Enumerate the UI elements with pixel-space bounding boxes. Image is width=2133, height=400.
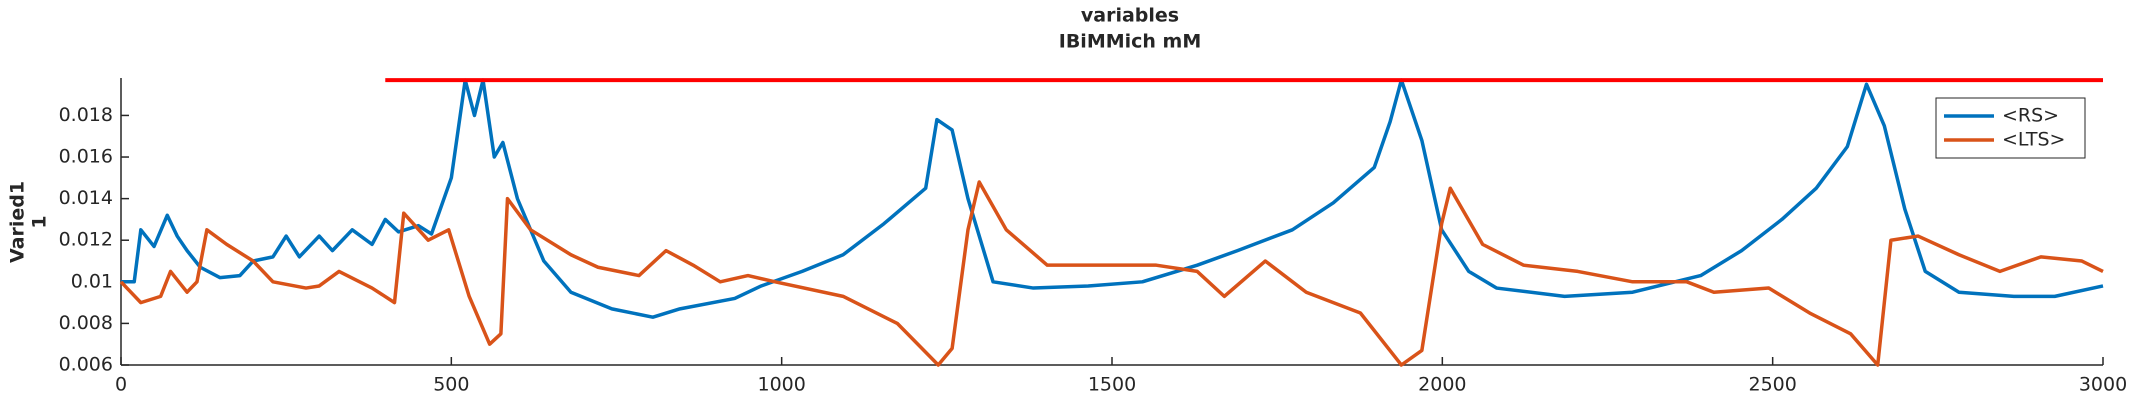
- x-tick-label: 2500: [1748, 374, 1796, 396]
- line-series: [119, 180, 2104, 367]
- y-tick-label: 0.018: [59, 104, 113, 126]
- x-tick-label: 3000: [2079, 374, 2127, 396]
- y-tick-label: 0.01: [71, 270, 113, 292]
- legend-label: <RS>: [2002, 105, 2059, 127]
- line-series: [121, 78, 2104, 319]
- y-tick-label: 0.008: [59, 312, 113, 334]
- y-tick-label: 0.016: [59, 146, 113, 168]
- y-tick-label: 0.012: [59, 229, 113, 251]
- x-tick-label: 500: [433, 374, 469, 396]
- y-tick-label: 0.014: [59, 187, 113, 209]
- x-tick-label: 1000: [757, 374, 805, 396]
- y-axis-label: Varied1: [7, 181, 29, 263]
- legend-label: <LTS>: [2002, 129, 2065, 151]
- chart-title: variables: [1081, 5, 1179, 27]
- x-tick-label: 2000: [1418, 374, 1466, 396]
- y-tick-label: 0.006: [59, 354, 113, 376]
- x-tick-label: 1500: [1088, 374, 1136, 396]
- legend-box: [1935, 97, 2086, 159]
- y-axis-label: 1: [29, 215, 51, 228]
- x-tick-label: 0: [115, 374, 127, 396]
- chart-subtitle: IBiMMich mM: [1059, 31, 1202, 53]
